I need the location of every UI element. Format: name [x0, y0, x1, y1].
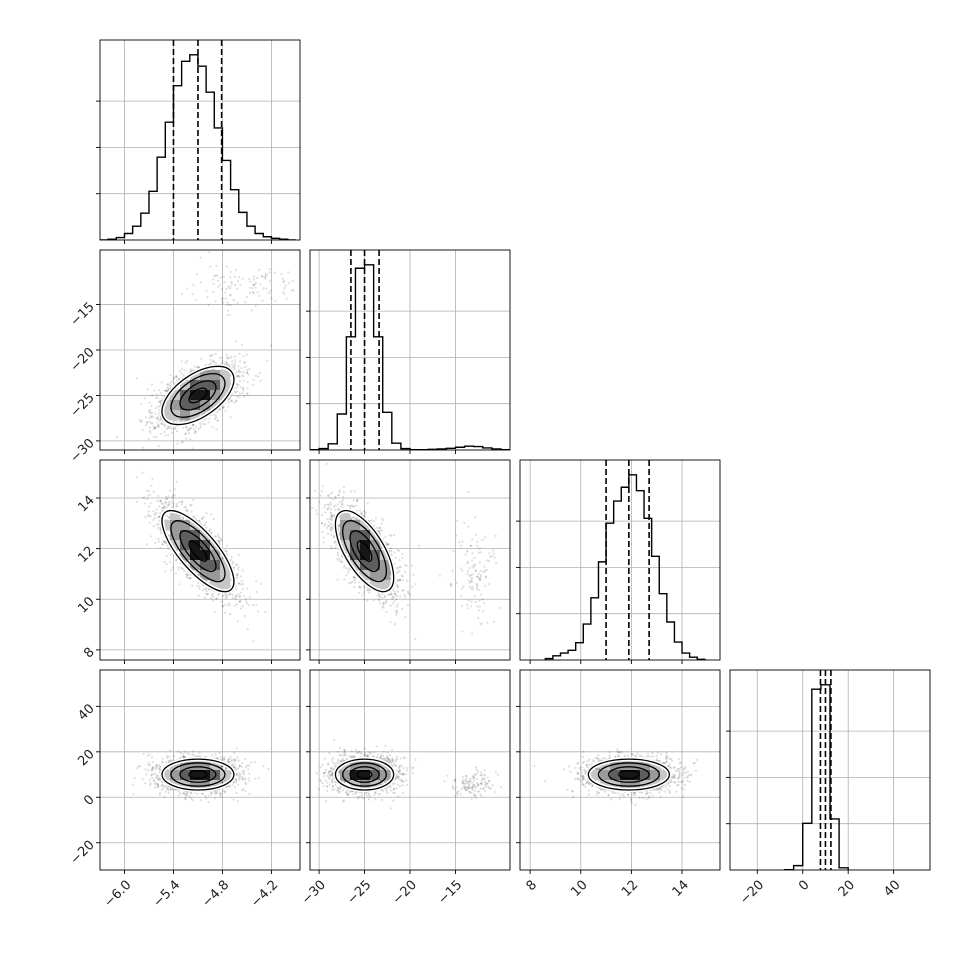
contour-line [188, 540, 208, 562]
y-tick-label: 0 [81, 792, 97, 808]
x-tick-label: −6.0 [101, 878, 134, 911]
contour-line [170, 520, 226, 583]
density-panel [96, 249, 301, 454]
histogram-step [783, 684, 849, 870]
y-tick-label: −25 [68, 391, 98, 421]
panel-frame [519, 459, 721, 661]
density-panel [96, 459, 301, 664]
contour-line [356, 770, 373, 780]
contour-line [349, 530, 380, 573]
x-tick-label: 12 [619, 878, 641, 900]
contour-line [161, 365, 235, 426]
contour-line [597, 762, 660, 787]
contour-line [334, 509, 395, 593]
contour-line [179, 530, 217, 573]
density-panel [96, 669, 301, 874]
panel-background [520, 460, 720, 660]
panel-content [520, 670, 720, 870]
marginal-panel [96, 39, 301, 244]
y-tick-label: 14 [75, 493, 97, 515]
contour-line [179, 380, 217, 411]
contour-line [349, 766, 380, 783]
y-tick-label: −20 [68, 345, 98, 375]
contour-line [170, 762, 226, 787]
panel-frame [519, 669, 721, 871]
y-tick-label: 8 [81, 645, 97, 661]
contour-line [170, 372, 226, 418]
marginal-panel [516, 459, 721, 664]
marginal-panel [306, 249, 511, 454]
x-tick-label: −4.2 [248, 878, 281, 911]
x-tick-label: −25 [344, 878, 374, 908]
x-tick-label: −5.4 [150, 878, 183, 911]
contour-line [342, 520, 388, 583]
panel-content [100, 670, 300, 870]
panel-content [100, 250, 300, 450]
histogram-step [544, 474, 706, 660]
density-panel [516, 669, 721, 874]
x-tick-label: −15 [435, 878, 465, 908]
contour-line [161, 509, 235, 593]
panel-content [310, 670, 510, 870]
x-tick-label: 10 [568, 878, 590, 900]
y-tick-label: −30 [68, 436, 98, 466]
contour-line [342, 762, 388, 787]
y-tick-label: −15 [68, 300, 98, 330]
panel-content [100, 460, 300, 660]
contour-line [161, 758, 235, 791]
x-tick-label: −30 [299, 878, 329, 908]
contour-line [356, 540, 373, 562]
contour-line [334, 758, 395, 791]
x-tick-label: −4.8 [199, 878, 232, 911]
x-tick-label: 20 [836, 878, 858, 900]
panel-frame [99, 669, 301, 871]
y-tick-label: −20 [68, 838, 98, 868]
contour-line [587, 758, 671, 791]
contour-line [188, 770, 208, 780]
panel-frame [99, 459, 301, 661]
panel-content [310, 460, 510, 660]
contour-line [179, 766, 217, 783]
contour-line [607, 766, 650, 783]
density-panel [306, 459, 511, 664]
panel-frame [99, 39, 301, 241]
y-tick-label: 40 [75, 701, 97, 723]
contour-line [618, 770, 640, 780]
panel-frame [729, 669, 931, 871]
histogram-step [310, 264, 510, 450]
x-tick-label: 40 [881, 878, 903, 900]
y-tick-label: 10 [75, 594, 97, 616]
marginal-panel [726, 669, 931, 874]
y-tick-label: 20 [75, 747, 97, 769]
contour-line [188, 387, 208, 404]
x-tick-label: 0 [796, 878, 812, 894]
x-tick-label: 14 [670, 878, 692, 900]
x-tick-label: 8 [524, 878, 540, 894]
panel-background [100, 40, 300, 240]
y-tick-label: 12 [75, 544, 97, 566]
density-panel [306, 669, 511, 874]
x-tick-label: −20 [390, 878, 420, 908]
x-tick-label: −20 [737, 878, 767, 908]
